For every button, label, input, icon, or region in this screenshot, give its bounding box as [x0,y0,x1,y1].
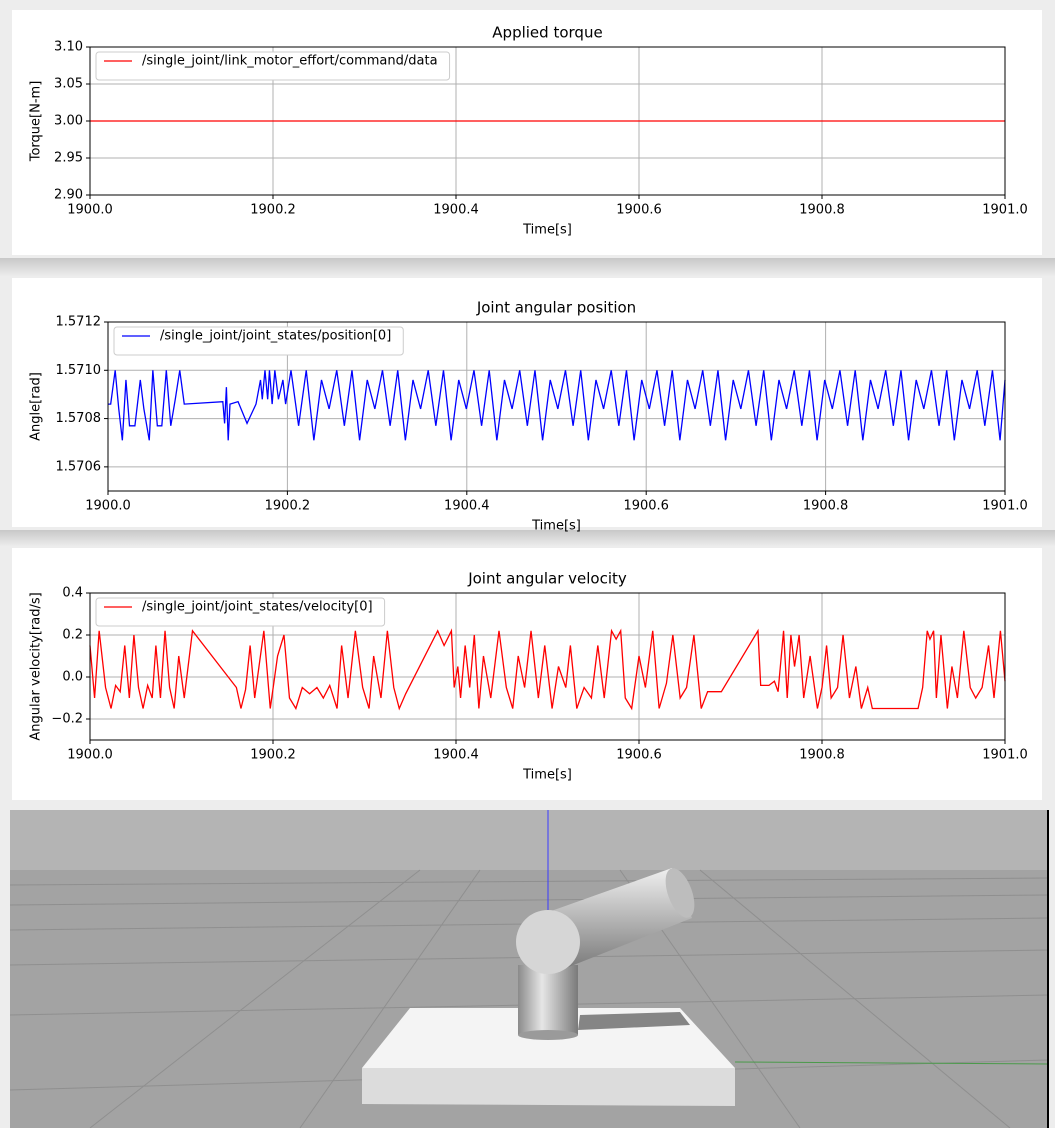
chart-title: Joint angular position [476,299,636,317]
chart-title: Joint angular velocity [467,570,627,588]
y-tick-label: 1.5706 [56,459,102,474]
y-tick-label: 1.5708 [56,411,102,426]
base-front [362,1068,735,1106]
y-tick-label: 3.00 [54,114,83,129]
post-base [518,1030,578,1040]
y-tick-label: 0.4 [62,586,83,601]
x-tick-label: 1900.6 [616,748,662,763]
joint [516,910,580,974]
x-tick-label: 1901.0 [982,499,1028,514]
x-tick-label: 1900.8 [799,203,845,218]
x-tick-label: 1900.4 [444,499,490,514]
separator [0,530,1055,546]
y-tick-label: 3.10 [54,40,83,55]
y-tick-label: 1.5710 [56,363,102,378]
chart-title: Applied torque [492,24,602,42]
post [518,965,578,1035]
legend: /single_joint/link_motor_effort/command/… [96,52,450,80]
y-axis-label: Angle[rad] [29,372,44,441]
y-tick-label: −0.2 [51,712,83,727]
y-tick-label: 0.2 [62,628,83,643]
x-tick-label: 1901.0 [982,203,1028,218]
x-tick-label: 1901.0 [982,748,1028,763]
x-tick-label: 1900.8 [799,748,845,763]
x-tick-label: 1900.0 [85,499,131,514]
y-axis-label: Angular velocity[rad/s] [29,592,44,740]
y-tick-label: 0.0 [62,670,83,685]
legend-label: /single_joint/joint_states/velocity[0] [142,600,373,615]
x-tick-label: 1900.8 [803,499,849,514]
sky [10,810,1048,870]
x-tick-label: 1900.0 [67,203,113,218]
legend: /single_joint/joint_states/position[0] [114,327,403,355]
x-tick-label: 1900.2 [250,203,296,218]
y-tick-label: 2.95 [54,151,83,166]
y-tick-label: 1.5712 [56,315,102,330]
y-tick-label: 2.90 [54,188,83,203]
legend: /single_joint/joint_states/velocity[0] [96,598,385,626]
legend-label: /single_joint/link_motor_effort/command/… [142,54,438,69]
page: {"chart_data": [ {"type": "line", "title… [0,0,1055,1128]
x-tick-label: 1900.4 [433,203,479,218]
y-tick-label: 3.05 [54,77,83,92]
x-tick-label: 1900.6 [623,499,669,514]
x-tick-label: 1900.2 [250,748,296,763]
y-axis-label: Torque[N-m] [29,81,44,163]
x-axis-label: Time[s] [522,768,572,783]
legend-label: /single_joint/joint_states/position[0] [160,329,391,344]
x-tick-label: 1900.2 [265,499,311,514]
separator [0,258,1055,276]
x-tick-label: 1900.4 [433,748,479,763]
x-tick-label: 1900.0 [67,748,113,763]
x-tick-label: 1900.6 [616,203,662,218]
x-axis-label: Time[s] [522,223,572,238]
screen: Applied torque Time[s] Torque[N-m] 1900.0 19… [0,0,1055,1128]
x-axis-label: Time[s] [531,519,581,534]
simulation-view [10,810,1048,1128]
